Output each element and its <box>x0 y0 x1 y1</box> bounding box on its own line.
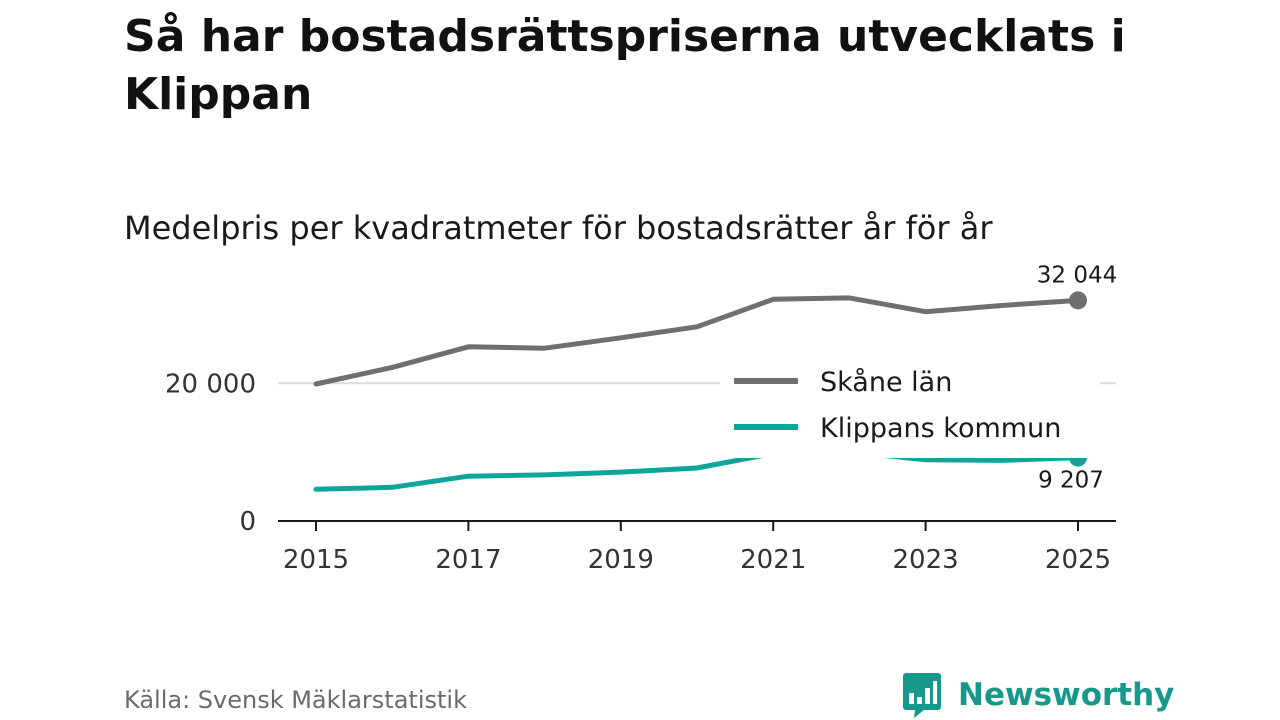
series-layer <box>313 291 1087 492</box>
chart-title: Så har bostadsrättspriserna utvecklats i… <box>124 11 1126 120</box>
x-tick-label: 2023 <box>893 545 959 575</box>
newsworthy-brand: Newsworthy <box>902 670 1174 720</box>
chart-subtitle: Medelpris per kvadratmeter för bostadsrä… <box>124 209 993 247</box>
source-note: Källa: Svensk Mäklarstatistik <box>124 686 467 714</box>
value-labels: 32 044 9 207 <box>1037 262 1117 493</box>
series-line <box>313 295 1081 387</box>
x-tick-label: 2017 <box>435 545 501 575</box>
series-line <box>313 449 1081 492</box>
brand-name: Newsworthy <box>958 677 1175 713</box>
end-value-label: 32 044 <box>1037 262 1117 288</box>
axis-layer: 0 20 000 2015 2017 2019 2021 2023 2025 <box>165 369 1116 575</box>
y-tick-label: 20 000 <box>165 369 256 399</box>
end-value-label: 9 207 <box>1038 468 1104 494</box>
y-tick-label: 0 <box>239 507 256 537</box>
legend-label: Klippans kommun <box>820 413 1061 444</box>
legend-label: Skåne län <box>820 367 952 398</box>
line-chart: 0 20 000 2015 2017 2019 2021 2023 2025 Skåne lä… <box>165 262 1117 575</box>
x-tick-label: 2015 <box>283 545 349 575</box>
x-tick-label: 2021 <box>740 545 806 575</box>
legend-background <box>720 358 1100 458</box>
x-tick-label: 2019 <box>588 545 654 575</box>
series-end-point <box>1069 291 1087 310</box>
newsworthy-logo-icon <box>903 673 941 718</box>
legend: Skåne län Klippans kommun <box>720 358 1100 458</box>
x-tick-label: 2025 <box>1045 545 1111 575</box>
